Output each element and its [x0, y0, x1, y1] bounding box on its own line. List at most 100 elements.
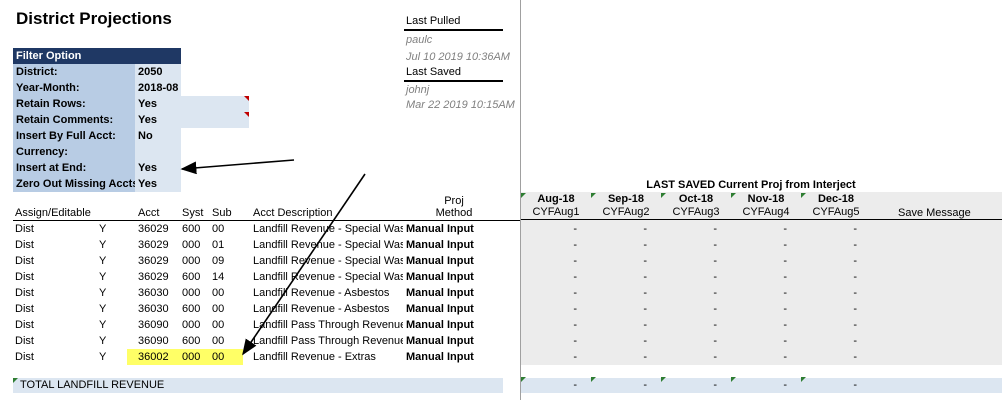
- projection-value-cell[interactable]: -: [853, 335, 857, 347]
- last-pulled-underline: [404, 29, 503, 31]
- highlighted-new-row-cells: [127, 349, 243, 365]
- proj-method-cell[interactable]: Manual Input: [406, 351, 474, 363]
- projection-value-cell[interactable]: -: [573, 239, 577, 251]
- syst-cell[interactable]: 600: [182, 303, 201, 315]
- projection-value-cell[interactable]: -: [713, 351, 717, 363]
- projection-value-cell[interactable]: -: [643, 319, 647, 331]
- acct-cell[interactable]: 36029: [138, 255, 169, 267]
- acct-cell[interactable]: 36029: [138, 239, 169, 251]
- sub-cell[interactable]: 00: [212, 335, 225, 347]
- filter-value[interactable]: Yes: [135, 96, 249, 112]
- projection-value-cell[interactable]: -: [713, 271, 717, 283]
- sub-cell[interactable]: 00: [212, 319, 225, 331]
- proj-method-cell[interactable]: Manual Input: [406, 239, 474, 251]
- comment-marker: [244, 112, 249, 117]
- sub-cell[interactable]: 00: [212, 303, 225, 315]
- projection-value-cell[interactable]: -: [643, 223, 647, 235]
- proj-method-cell[interactable]: Manual Input: [406, 335, 474, 347]
- projection-value-cell[interactable]: -: [853, 271, 857, 283]
- filter-value[interactable]: Yes: [135, 176, 181, 192]
- projection-value-cell[interactable]: -: [853, 223, 857, 235]
- acct-cell[interactable]: 36090: [138, 319, 169, 331]
- last-saved-label: Last Saved: [406, 66, 462, 78]
- filter-value[interactable]: Yes: [135, 160, 181, 176]
- sub-cell[interactable]: 00: [212, 351, 225, 363]
- filter-value[interactable]: Yes: [135, 112, 249, 128]
- projection-value-cell[interactable]: -: [643, 271, 647, 283]
- projection-value-cell[interactable]: -: [783, 223, 787, 235]
- acct-cell[interactable]: 36029: [138, 223, 169, 235]
- projection-value-cell[interactable]: -: [783, 255, 787, 267]
- projection-value-cell[interactable]: -: [643, 239, 647, 251]
- acct-cell[interactable]: 36002: [138, 351, 169, 363]
- sub-cell[interactable]: 14: [212, 271, 225, 283]
- projection-value-cell[interactable]: -: [853, 319, 857, 331]
- projection-value-cell[interactable]: -: [783, 239, 787, 251]
- acct-description-cell: Landfill Revenue - Asbestos: [253, 303, 390, 315]
- projection-value-cell[interactable]: -: [713, 319, 717, 331]
- syst-cell[interactable]: 000: [182, 255, 201, 267]
- projection-value-cell[interactable]: -: [853, 255, 857, 267]
- syst-cell[interactable]: 000: [182, 319, 201, 331]
- projection-value-cell[interactable]: -: [643, 255, 647, 267]
- proj-method-cell[interactable]: Manual Input: [406, 303, 474, 315]
- acct-cell[interactable]: 36090: [138, 335, 169, 347]
- projection-value-cell[interactable]: -: [713, 303, 717, 315]
- filter-value[interactable]: 2050: [135, 64, 181, 80]
- projection-value-cell[interactable]: -: [713, 223, 717, 235]
- projection-value-cell[interactable]: -: [573, 223, 577, 235]
- syst-cell[interactable]: 000: [182, 351, 201, 363]
- proj-method-cell[interactable]: Manual Input: [406, 255, 474, 267]
- acct-cell[interactable]: 36029: [138, 271, 169, 283]
- proj-method-cell[interactable]: Manual Input: [406, 319, 474, 331]
- sub-cell[interactable]: 00: [212, 223, 225, 235]
- acct-cell[interactable]: 36030: [138, 303, 169, 315]
- assign-cell: Dist: [15, 271, 34, 283]
- syst-cell[interactable]: 600: [182, 223, 201, 235]
- filter-label: Insert By Full Acct:: [13, 128, 181, 144]
- projection-value-cell[interactable]: -: [783, 287, 787, 299]
- syst-cell[interactable]: 600: [182, 271, 201, 283]
- projection-value-cell[interactable]: -: [783, 319, 787, 331]
- projection-value-cell[interactable]: -: [783, 351, 787, 363]
- syst-cell[interactable]: 000: [182, 287, 201, 299]
- projection-value-cell[interactable]: -: [713, 255, 717, 267]
- projection-value-cell[interactable]: -: [573, 335, 577, 347]
- projection-value-cell[interactable]: -: [573, 287, 577, 299]
- sub-cell[interactable]: 09: [212, 255, 225, 267]
- last-pulled-label: Last Pulled: [406, 15, 461, 27]
- proj-method-cell[interactable]: Manual Input: [406, 223, 474, 235]
- projection-value-cell[interactable]: -: [853, 303, 857, 315]
- syst-cell[interactable]: 000: [182, 239, 201, 251]
- projection-value-cell[interactable]: -: [643, 303, 647, 315]
- proj-method-cell[interactable]: Manual Input: [406, 271, 474, 283]
- filter-value[interactable]: [135, 144, 181, 160]
- projection-value-cell[interactable]: -: [783, 335, 787, 347]
- proj-method-cell[interactable]: Manual Input: [406, 287, 474, 299]
- projection-value-cell[interactable]: -: [853, 239, 857, 251]
- projection-value-cell[interactable]: -: [643, 335, 647, 347]
- assign-cell: Dist: [15, 319, 34, 331]
- projection-value-cell[interactable]: -: [713, 239, 717, 251]
- projection-value-cell[interactable]: -: [713, 287, 717, 299]
- projection-value-cell[interactable]: -: [573, 271, 577, 283]
- projection-value-cell[interactable]: -: [783, 303, 787, 315]
- projection-value-cell[interactable]: -: [783, 271, 787, 283]
- filter-value[interactable]: 2018-08: [135, 80, 181, 96]
- projection-value-cell[interactable]: -: [573, 351, 577, 363]
- syst-cell[interactable]: 600: [182, 335, 201, 347]
- projection-value-cell[interactable]: -: [573, 303, 577, 315]
- projection-value-cell[interactable]: -: [643, 287, 647, 299]
- projection-value-cell[interactable]: -: [713, 335, 717, 347]
- month-code: CYFAug4: [742, 206, 790, 218]
- projection-value-cell[interactable]: -: [853, 287, 857, 299]
- projection-value-cell[interactable]: -: [573, 255, 577, 267]
- projection-value-cell[interactable]: -: [573, 319, 577, 331]
- projection-value-cell[interactable]: -: [643, 351, 647, 363]
- filter-value[interactable]: No: [135, 128, 181, 144]
- acct-cell[interactable]: 36030: [138, 287, 169, 299]
- sub-cell[interactable]: 01: [212, 239, 225, 251]
- projection-value-cell[interactable]: -: [853, 351, 857, 363]
- month-column-header: Nov-18 CYFAug4: [731, 193, 801, 219]
- sub-cell[interactable]: 00: [212, 287, 225, 299]
